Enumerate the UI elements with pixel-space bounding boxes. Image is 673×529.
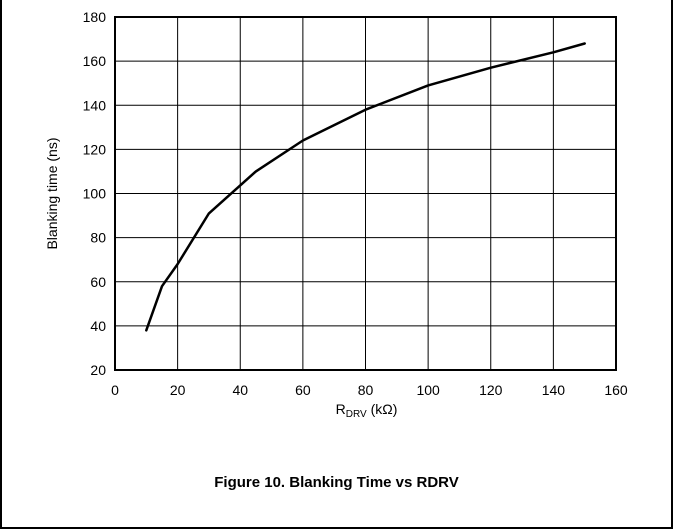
x-tick-label: 160: [604, 382, 628, 398]
x-tick-label: 120: [479, 382, 503, 398]
x-tick-label: 0: [111, 382, 119, 398]
x-tick-label: 40: [232, 382, 248, 398]
y-tick-label: 40: [90, 318, 106, 334]
chart-tick-labels: 0 20 40 60 80 100 120 140 160 20 40 60 80 100 120 140 16…: [83, 9, 628, 398]
chart-series: [145, 42, 586, 332]
y-tick-label: 160: [83, 53, 107, 69]
x-axis-label: RDRV (kΩ): [336, 401, 398, 420]
x-tick-label: 80: [358, 382, 374, 398]
frame-bottom-border: [0, 527, 673, 529]
figure-caption: Figure 10. Blanking Time vs RDRV: [214, 474, 459, 491]
plot-frame: [114, 16, 617, 371]
x-tick-label: 140: [542, 382, 566, 398]
y-tick-label: 100: [83, 186, 107, 202]
y-tick-label: 60: [90, 274, 106, 290]
x-axis-label-unit: (kΩ): [367, 401, 398, 417]
y-axis-label: Blanking time (ns): [44, 137, 60, 249]
y-tick-label: 140: [83, 97, 107, 113]
x-axis-label-main: R: [336, 401, 346, 417]
series-line: [145, 42, 586, 332]
x-tick-label: 20: [170, 382, 186, 398]
chart-grid: [115, 17, 616, 370]
y-tick-label: 120: [83, 141, 107, 157]
frame-right-border: [671, 0, 673, 529]
frame-left-border: [0, 0, 2, 529]
x-tick-label: 100: [416, 382, 440, 398]
y-tick-label: 80: [90, 230, 106, 246]
x-axis-label-subscript: DRV: [346, 409, 367, 420]
y-tick-label: 20: [90, 362, 106, 378]
y-tick-label: 180: [83, 9, 107, 25]
x-tick-label: 60: [295, 382, 311, 398]
